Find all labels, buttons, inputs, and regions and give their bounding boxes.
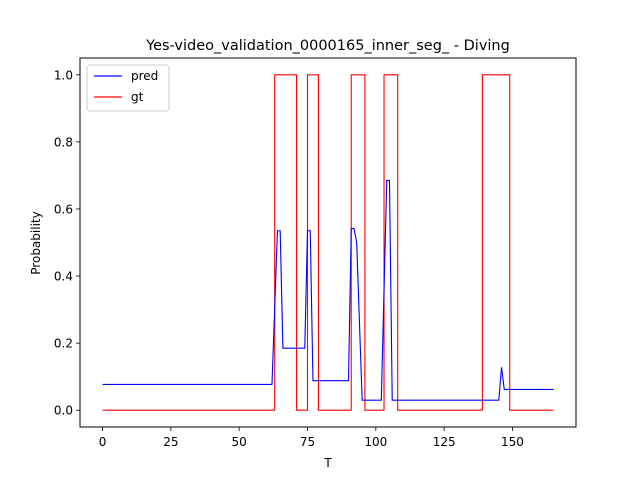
legend-label-gt: gt — [131, 90, 144, 104]
x-tick-label: 0 — [99, 435, 107, 449]
legend-label-pred: pred — [131, 69, 158, 83]
y-tick-label: 0.6 — [54, 202, 73, 216]
series-line-gt — [102, 74, 554, 411]
y-tick-label: 0.0 — [54, 404, 73, 418]
y-axis-label: Probability — [29, 211, 43, 274]
plot-frame — [79, 57, 577, 428]
x-tick-label: 25 — [163, 435, 178, 449]
x-axis: 0 25 50 75 100 125 150 — [99, 427, 524, 449]
x-tick-label: 50 — [232, 435, 247, 449]
x-tick-label: 75 — [300, 435, 315, 449]
legend: pred gt — [86, 64, 170, 112]
x-tick-label: 125 — [433, 435, 456, 449]
y-axis: 0.0 0.2 0.4 0.6 0.8 1.0 — [54, 68, 80, 418]
series-layer — [102, 74, 554, 411]
y-tick-label: 0.8 — [54, 135, 73, 149]
y-tick-label: 0.2 — [54, 337, 73, 351]
x-axis-label: T — [323, 456, 332, 470]
chart-title: Yes-video_validation_0000165_inner_seg_ … — [145, 38, 510, 54]
x-tick-label: 150 — [501, 435, 524, 449]
y-tick-label: 1.0 — [54, 68, 73, 82]
series-line-pred — [102, 179, 554, 401]
x-tick-label: 100 — [364, 435, 387, 449]
y-tick-label: 0.4 — [54, 270, 73, 284]
